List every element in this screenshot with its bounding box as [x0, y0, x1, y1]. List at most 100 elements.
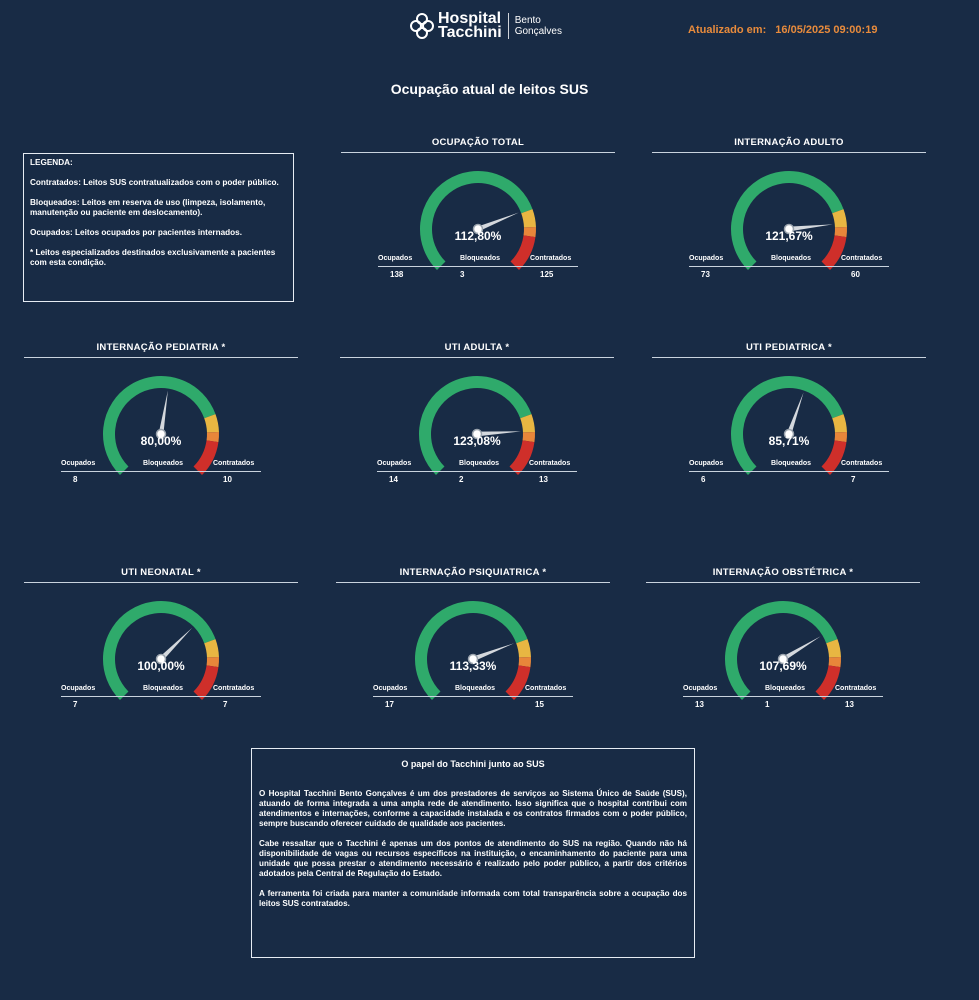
- gauge-divider: [378, 266, 578, 267]
- gauge-needle: [472, 643, 515, 662]
- logo-city: Bento Gonçalves: [514, 15, 562, 37]
- gauge-title: OCUPAÇÃO TOTAL: [341, 137, 615, 153]
- gauge-needle: [781, 636, 821, 662]
- gauge-dial: [415, 601, 531, 701]
- gauge-divider: [689, 471, 889, 472]
- gauge-labels: Ocupados Bloqueados Contratados: [689, 255, 889, 267]
- gauge-labels: Ocupados Bloqueados Contratados: [689, 460, 889, 472]
- value-contratados: 13: [845, 700, 854, 709]
- gauge-title: INTERNAÇÃO ADULTO: [652, 137, 926, 153]
- updated-label: Atualizado em:: [688, 24, 767, 36]
- label-ocupados: Ocupados: [378, 255, 413, 262]
- gauge-panel: UTI PEDIATRICA * 85,71% Ocupados Bloqueados…: [652, 342, 926, 502]
- value-ocupados: 138: [390, 270, 404, 279]
- value-contratados: 15: [535, 700, 544, 709]
- gauge-green-arc: [725, 601, 838, 701]
- label-bloqueados: Bloqueados: [765, 685, 806, 692]
- gauge-labels: Ocupados Bloqueados Contratados: [61, 685, 261, 697]
- gauge-title: UTI ADULTA *: [340, 342, 614, 358]
- gauge-red-arc: [193, 665, 219, 701]
- label-contratados: Contratados: [841, 460, 883, 467]
- gauge-title: INTERNAÇÃO PEDIATRIA *: [24, 342, 298, 358]
- info-paragraph-2: Cabe ressaltar que o Tacchini é apenas u…: [259, 839, 687, 878]
- gauge-orange-arc: [522, 431, 535, 443]
- value-bloqueados: 2: [459, 475, 464, 484]
- value-ocupados: 73: [701, 270, 710, 279]
- gauge-labels: Ocupados Bloqueados Contratados: [683, 685, 883, 697]
- gauge-red-arc: [193, 440, 219, 476]
- gauge-panel: INTERNAÇÃO PEDIATRIA * 80,00% Ocupados Bloq…: [24, 342, 298, 502]
- gauge-divider: [61, 471, 261, 472]
- gauge-labels: Ocupados Bloqueados Contratados: [378, 255, 578, 267]
- gauge-yellow-arc: [204, 414, 219, 433]
- gauge-percent: 121,67%: [765, 229, 813, 243]
- gauge-labels: Ocupados Bloqueados Contratados: [373, 685, 573, 697]
- gauge-yellow-arc: [832, 209, 847, 228]
- gauge-needle-hub: [471, 428, 483, 440]
- value-ocupados: 14: [389, 475, 398, 484]
- label-bloqueados: Bloqueados: [455, 685, 496, 692]
- logo-name: Hospital Tacchini: [438, 10, 502, 41]
- gauge-values: 138 3 125: [378, 270, 578, 282]
- label-ocupados: Ocupados: [61, 460, 96, 467]
- info-paragraph-1: O Hospital Tacchini Bento Gonçalves é um…: [259, 789, 687, 828]
- gauge-needle-hub: [783, 428, 795, 440]
- gauge-panel: UTI ADULTA * 123,08% Ocupados Bloqueados Con…: [340, 342, 614, 502]
- gauge-needle-hub: [783, 223, 795, 235]
- gauge-red-arc: [510, 235, 536, 271]
- gauge-green-arc: [415, 601, 528, 701]
- gauge-panel: INTERNAÇÃO OBSTÉTRICA * 107,69% Ocupados Bl…: [646, 567, 920, 727]
- gauge-percent: 112,80%: [454, 229, 502, 243]
- info-paragraph-3: A ferramenta foi criada para manter a co…: [259, 889, 687, 908]
- legend-title: LEGENDA:: [30, 158, 73, 167]
- label-bloqueados: Bloqueados: [771, 460, 812, 467]
- page-title: Ocupação atual de leitos SUS: [390, 81, 589, 97]
- gauge-green-arc: [731, 171, 844, 271]
- gauge-needle: [477, 212, 519, 232]
- gauge-panel: INTERNAÇÃO PSIQUIATRICA * 113,33% Ocupados…: [336, 567, 610, 727]
- label-contratados: Contratados: [213, 685, 255, 692]
- gauge-dial: [103, 376, 219, 476]
- label-contratados: Contratados: [841, 255, 883, 262]
- legend-box: LEGENDA: Contratados: Leitos SUS contrat…: [23, 153, 294, 302]
- label-ocupados: Ocupados: [61, 685, 96, 692]
- label-bloqueados: Bloqueados: [460, 255, 501, 262]
- legend-contratados: Contratados: Leitos SUS contratualizados…: [30, 178, 279, 187]
- gauge-divider: [373, 696, 573, 697]
- gauge-title: UTI NEONATAL *: [24, 567, 298, 583]
- gauge-red-arc: [505, 665, 531, 701]
- gauge-orange-arc: [834, 226, 847, 238]
- label-ocupados: Ocupados: [689, 255, 724, 262]
- gauge-percent: 85,71%: [768, 434, 810, 448]
- gauge-values: 17 15: [373, 700, 573, 712]
- value-ocupados: 17: [385, 700, 394, 709]
- label-contratados: Contratados: [530, 255, 572, 262]
- value-contratados: 7: [223, 700, 228, 709]
- gauge-red-arc: [821, 235, 847, 271]
- gauge-dial: [103, 601, 219, 701]
- gauge-values: 13 1 13: [683, 700, 883, 712]
- label-contratados: Contratados: [213, 460, 255, 467]
- value-contratados: 10: [223, 475, 232, 484]
- gauge-dial: [420, 171, 536, 271]
- legend-bloqueados: Bloqueados: Leitos em reserva de uso (li…: [30, 198, 266, 217]
- legend-ocupados: Ocupados: Leitos ocupados por pacientes …: [30, 228, 242, 237]
- gauge-needle: [476, 431, 521, 437]
- logo-divider: [507, 13, 509, 39]
- label-bloqueados: Bloqueados: [143, 460, 184, 467]
- value-ocupados: 6: [701, 475, 706, 484]
- gauge-panel: UTI NEONATAL * 100,00% Ocupados Bloqueados C…: [24, 567, 298, 727]
- gauge-needle-hub: [777, 653, 789, 665]
- label-ocupados: Ocupados: [377, 460, 412, 467]
- gauge-divider: [61, 696, 261, 697]
- hospital-logo: Hospital Tacchini Bento Gonçalves: [410, 10, 562, 41]
- value-contratados: 7: [851, 475, 856, 484]
- gauge-yellow-arc: [520, 414, 535, 433]
- gauge-yellow-arc: [521, 209, 536, 228]
- label-bloqueados: Bloqueados: [459, 460, 500, 467]
- gauge-dial: [731, 376, 847, 476]
- gauge-needle-hub: [155, 428, 167, 440]
- value-bloqueados: 3: [460, 270, 465, 279]
